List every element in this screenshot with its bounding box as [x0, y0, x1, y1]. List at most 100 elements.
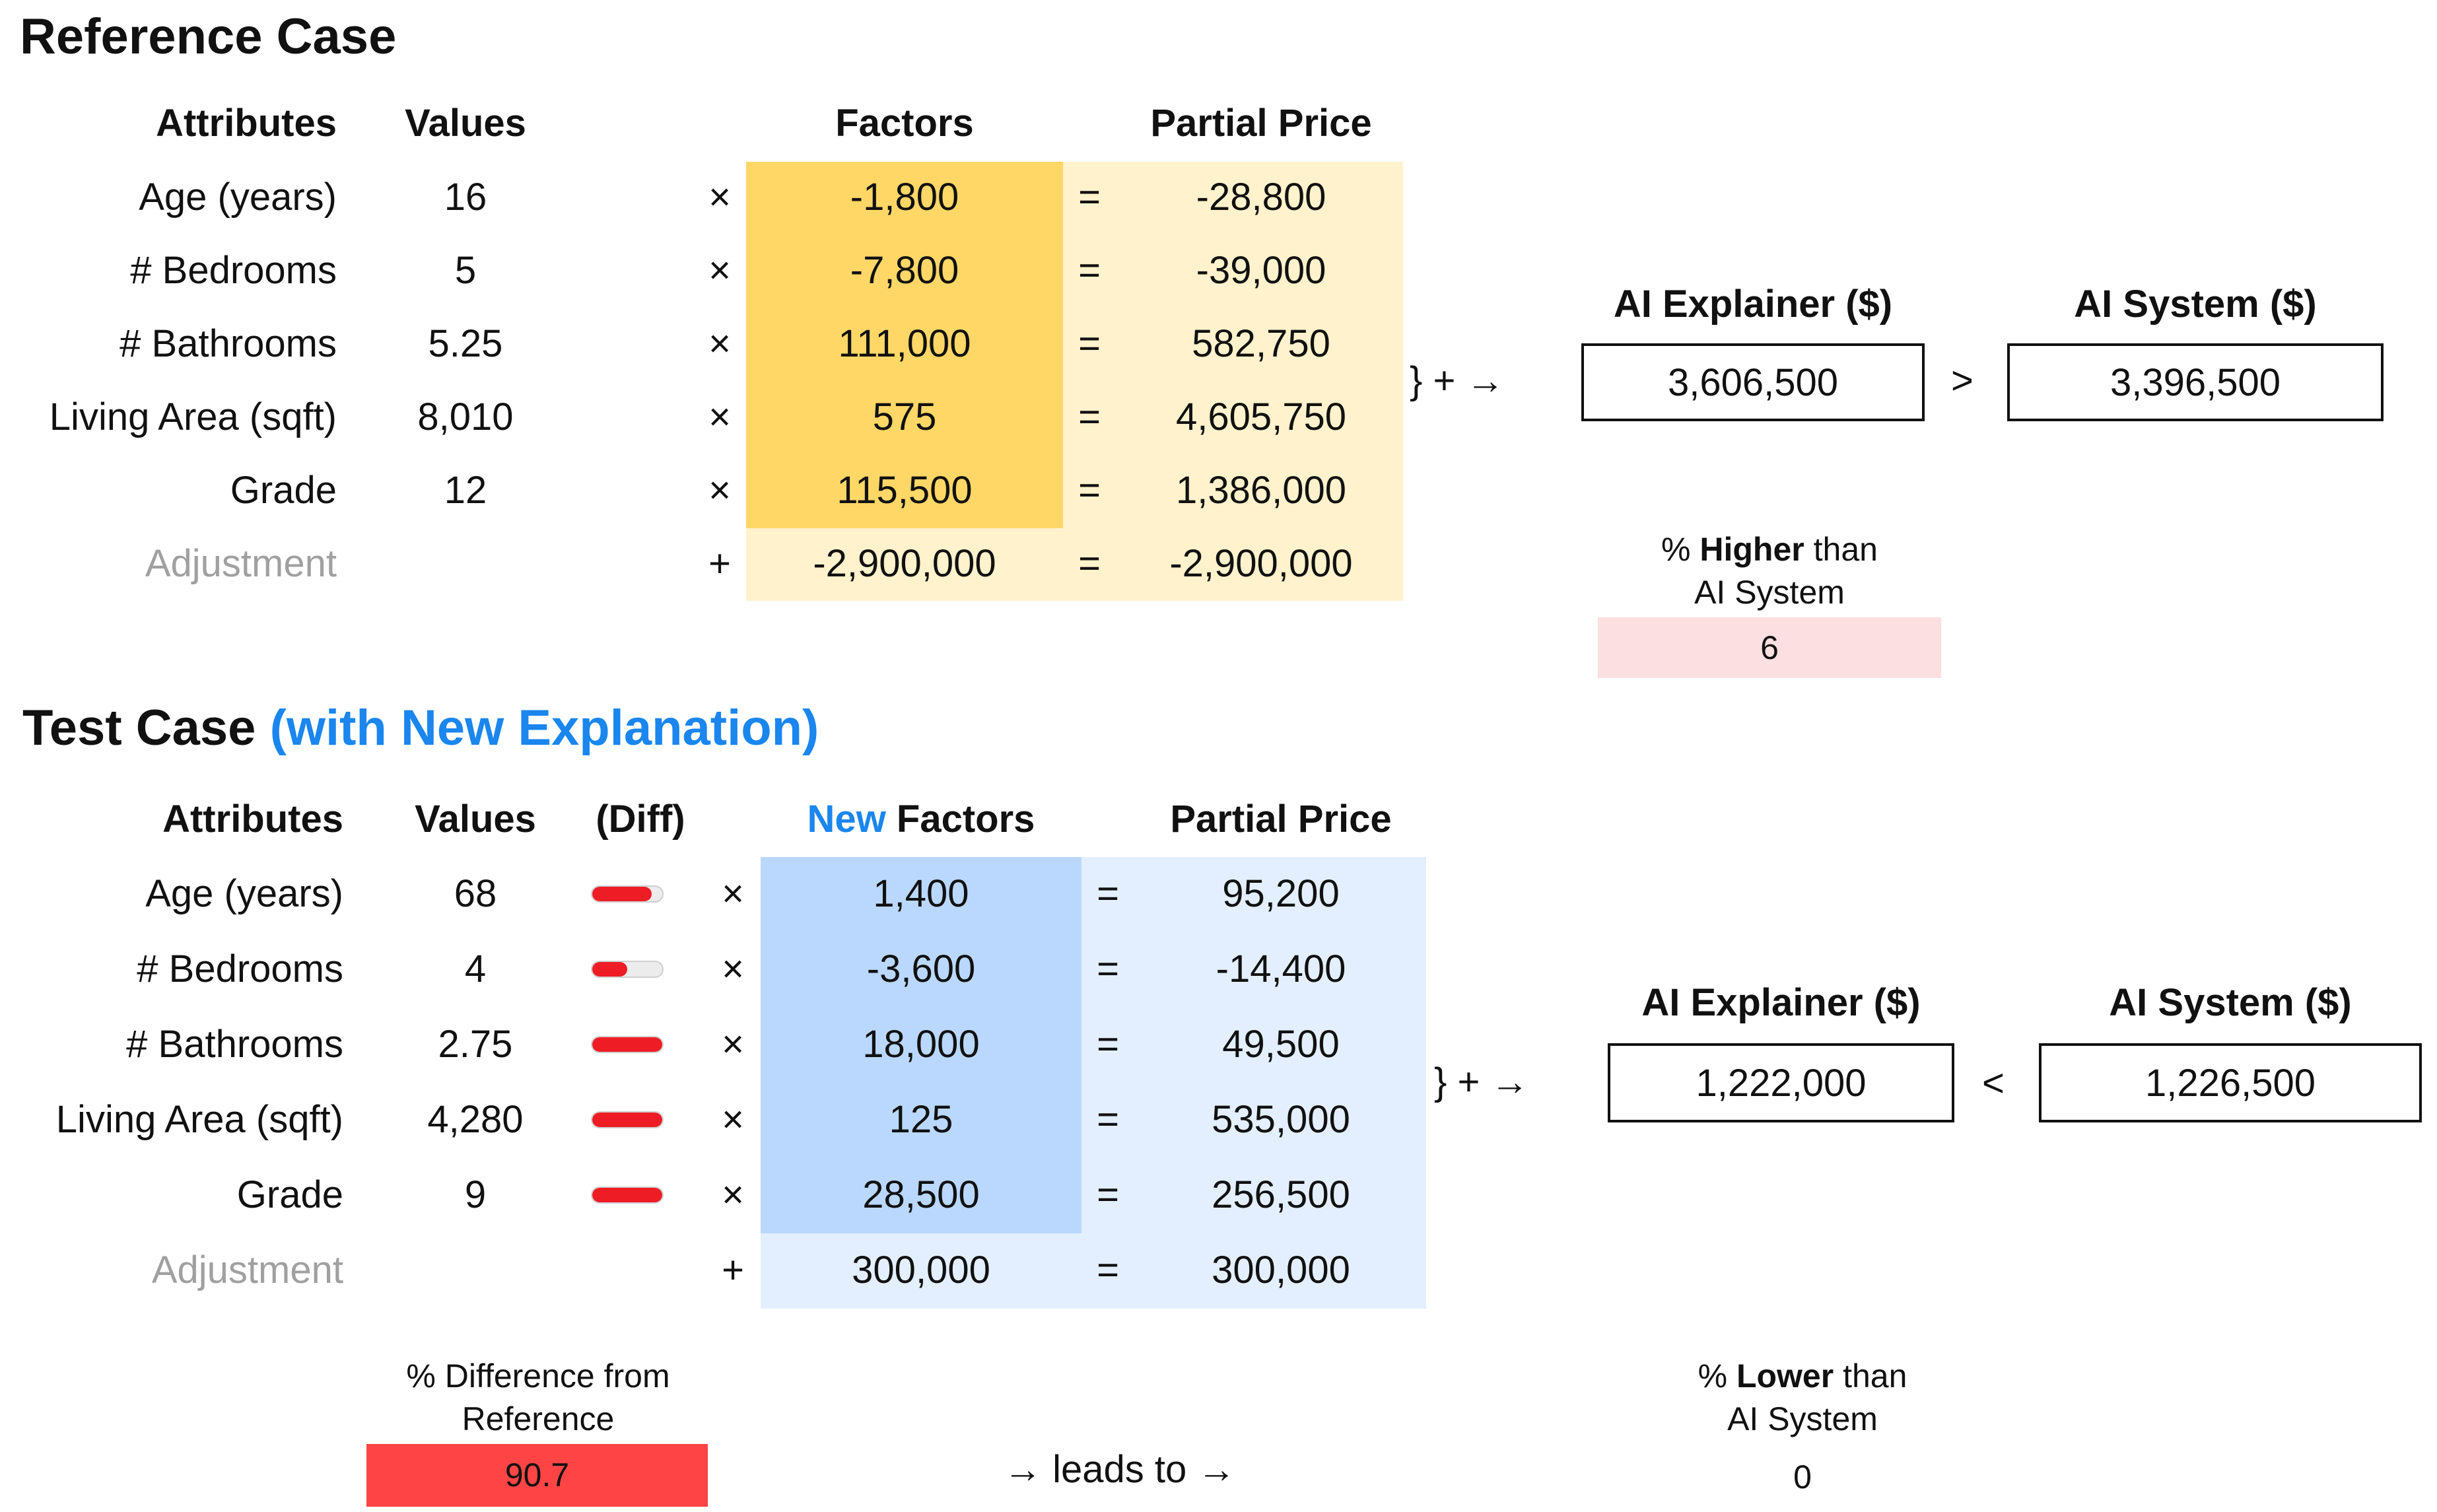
ref-row-operator: ×	[708, 249, 731, 292]
ref-pct-pre: %	[1661, 531, 1700, 568]
test-row-operator: ×	[722, 1023, 744, 1066]
test-explainer-label: AI Explainer ($)	[1641, 981, 1921, 1024]
test-row-value: 9	[464, 1173, 487, 1216]
test-pct-value: 0	[1793, 1458, 1812, 1495]
test-row-factor: 125	[889, 1098, 953, 1141]
test-row-operator: ×	[722, 1098, 744, 1141]
test-row-operator: ×	[722, 1173, 744, 1216]
ref-pct-value: 6	[1760, 629, 1779, 666]
ref-row-equals: =	[1078, 469, 1101, 512]
test-header-values: Values	[415, 798, 536, 841]
ref-row-factor: 575	[872, 395, 937, 438]
test-system-value: 1,226,500	[2145, 1061, 2316, 1105]
diff-bar	[591, 961, 664, 978]
ref-row-partial: -28,800	[1196, 176, 1326, 219]
ref-factors-highlight	[746, 162, 1063, 528]
diff-bar-fill	[592, 962, 627, 977]
test-row-attribute: # Bathrooms	[126, 1023, 343, 1066]
test-row-attribute: Adjustment	[151, 1249, 343, 1291]
test-row-factor: 18,000	[862, 1023, 980, 1066]
diff-bar-fill	[592, 1188, 662, 1202]
ref-row-equals: =	[1078, 176, 1101, 219]
test-row-partial: -14,400	[1216, 947, 1346, 990]
test-row-value: 68	[454, 872, 497, 915]
test-diff-line2: Reference	[462, 1400, 615, 1437]
test-row-partial: 49,500	[1222, 1023, 1340, 1066]
test-row-equals: =	[1097, 872, 1119, 915]
ref-pct-bold: Higher	[1699, 531, 1804, 568]
diff-bar	[591, 1111, 664, 1128]
test-title-suffix: (with New Explanation)	[269, 700, 819, 756]
test-system-value-box: 1,226,500	[2039, 1043, 2422, 1122]
ref-row-partial: 582,750	[1192, 322, 1330, 365]
ref-row-operator: ×	[708, 469, 731, 512]
test-row-partial: 256,500	[1212, 1173, 1350, 1216]
test-title: Test Case (with New Explanation)	[22, 703, 819, 753]
ref-row-partial: -2,900,000	[1169, 542, 1353, 585]
test-row-attribute: Living Area (sqft)	[55, 1098, 343, 1141]
test-explainer-value-box: 1,222,000	[1608, 1043, 1954, 1122]
test-partial-highlight	[1081, 857, 1426, 1233]
test-system-label: AI System ($)	[2109, 981, 2352, 1024]
test-row-partial: 300,000	[1212, 1249, 1350, 1291]
ref-row-factor: -1,800	[850, 176, 959, 219]
ref-pct-label: % Higher than AI System	[1598, 528, 1941, 614]
ref-row-value: 5	[454, 249, 477, 292]
ref-row-factor: 115,500	[837, 469, 973, 512]
test-factors-highlight	[761, 857, 1081, 1233]
ref-system-value: 3,396,500	[2110, 361, 2281, 404]
test-pct-line2: AI System	[1727, 1400, 1878, 1437]
test-row-operator: ×	[722, 872, 744, 915]
test-row-attribute: # Bedrooms	[137, 947, 343, 990]
ref-row-equals: =	[1078, 542, 1101, 585]
ref-row-attribute: # Bathrooms	[120, 322, 337, 365]
leads-to-arrow: → leads to →	[1004, 1448, 1236, 1491]
test-pct-bold: Lower	[1736, 1357, 1834, 1394]
ref-row-factor: 111,000	[838, 322, 971, 365]
test-comparator: <	[1982, 1062, 2005, 1105]
ref-explainer-value: 3,606,500	[1667, 361, 1839, 404]
test-row-operator: ×	[722, 947, 744, 990]
ref-pct-line2: AI System	[1694, 574, 1845, 611]
test-explainer-value: 1,222,000	[1696, 1061, 1867, 1105]
ref-row-operator: ×	[708, 395, 731, 438]
ref-partial-highlight	[1063, 162, 1403, 528]
ref-pct-post: than	[1804, 531, 1878, 568]
test-row-value: 4,280	[427, 1098, 524, 1141]
ref-row-operator: ×	[708, 322, 731, 365]
ref-row-attribute: Age (years)	[139, 176, 337, 219]
ref-system-value-box: 3,396,500	[2007, 343, 2384, 421]
ref-pct-value-box: 6	[1598, 617, 1941, 678]
ref-row-attribute: Living Area (sqft)	[49, 395, 337, 438]
ref-explainer-label: AI Explainer ($)	[1613, 283, 1893, 326]
test-row-attribute: Grade	[236, 1173, 343, 1216]
test-row-equals: =	[1097, 1249, 1119, 1291]
ref-row-value: 5.25	[428, 322, 503, 365]
test-row-factor: 1,400	[873, 872, 969, 915]
ref-system-label: AI System ($)	[2074, 283, 2317, 326]
test-pct-pre: %	[1698, 1357, 1736, 1394]
ref-row-partial: 1,386,000	[1175, 469, 1347, 512]
ref-row-operator: +	[708, 542, 731, 585]
ref-explainer-value-box: 3,606,500	[1581, 343, 1925, 421]
test-row-factor: -3,600	[866, 947, 976, 990]
test-pct-label: % Lower than AI System	[1631, 1355, 1974, 1441]
test-row-operator: +	[722, 1249, 744, 1291]
test-title-main: Test Case	[22, 700, 256, 756]
ref-row-attribute: # Bedrooms	[130, 249, 337, 292]
test-adjustment-highlight	[761, 1233, 1426, 1309]
test-diff-value: 90.7	[504, 1457, 570, 1494]
ref-row-attribute: Adjustment	[145, 542, 337, 585]
ref-row-equals: =	[1078, 249, 1101, 292]
ref-header-attributes: Attributes	[156, 102, 337, 145]
test-header-diff: (Diff)	[596, 798, 685, 841]
ref-row-factor: -7,800	[850, 249, 959, 292]
diff-bar	[591, 1036, 664, 1053]
test-row-equals: =	[1097, 947, 1119, 990]
ref-header-factors: Factors	[835, 102, 974, 145]
test-diff-line1: % Difference from	[406, 1357, 670, 1394]
test-header-attributes: Attributes	[162, 798, 343, 841]
test-row-factor: 28,500	[862, 1173, 980, 1216]
reference-title: Reference Case	[20, 9, 397, 65]
ref-comparator: >	[1951, 359, 1974, 402]
